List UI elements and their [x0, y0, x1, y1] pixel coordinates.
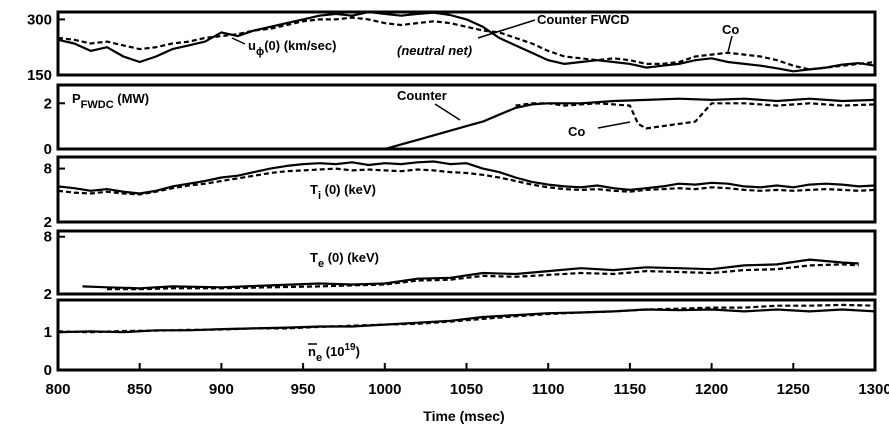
panel-frame — [56, 155, 877, 224]
arrow-u-phi — [231, 37, 246, 45]
x-tick-label: 900 — [209, 381, 234, 398]
panel-2: 8 2 Ti (0) (keV) — [44, 155, 877, 231]
x-axis: 800 850 900 950 1000 1050 1100 1150 1200 1250 1300 — [45, 363, 889, 398]
panel-3: 8 2 Te (0) (keV) — [44, 229, 877, 303]
series-line-counter — [82, 258, 859, 290]
series-line-counter — [57, 10, 876, 73]
x-tick-label: 950 — [291, 381, 316, 398]
annotation-neutral-net: (neutral net) — [397, 43, 472, 58]
panel-label-sup: 19 — [344, 342, 356, 353]
panel-label-close: ) — [356, 344, 360, 359]
panel-label: Te (0) (keV) — [310, 250, 379, 270]
arrow-counter-fwcd — [477, 19, 536, 39]
series-line-co — [515, 102, 876, 130]
panel-label-main: T — [310, 250, 318, 265]
arrow-counter-pfwdc — [434, 103, 461, 121]
x-tick-label: 1100 — [532, 381, 565, 398]
series-line-co — [57, 167, 876, 196]
series-line-counter — [58, 97, 876, 151]
panel-label-main: u — [248, 38, 256, 53]
annotation-counter-pfwdc: Counter — [397, 88, 447, 103]
series-line-co — [57, 303, 876, 334]
panel-label: ne (1019) — [308, 342, 360, 364]
y-tick-label: 150 — [27, 67, 52, 84]
panel-label-rest: (10 — [322, 344, 344, 359]
x-tick-label: 800 — [45, 381, 70, 398]
y-tick-label: 8 — [44, 229, 52, 246]
x-tick-label: 1150 — [614, 381, 647, 398]
annotation-co-top: Co — [722, 22, 739, 37]
panel-label-sub: e — [318, 258, 324, 270]
y-tick-label: 8 — [44, 161, 52, 178]
panel-0: 300 150 uϕ(0) (km/sec) — [27, 10, 877, 84]
series-line-counter — [57, 160, 876, 195]
panel-label-sub: FWDC — [81, 99, 114, 111]
annotations: Counter FWCD (neutral net) Co Counter Co… — [231, 12, 739, 424]
panel-label-main: P — [72, 91, 81, 106]
y-tick-label: 1 — [44, 324, 52, 341]
x-tick-label: 1200 — [695, 381, 728, 398]
panel-label-rest: (0) (keV) — [321, 182, 376, 197]
y-tick-label: 2 — [44, 95, 52, 112]
panel-label-rest: (0) (keV) — [324, 250, 379, 265]
arrow-co-pfwdc — [597, 121, 631, 129]
panel-frame — [56, 10, 877, 77]
panel-label-sub: e — [316, 352, 322, 364]
x-tick-label: 850 — [127, 381, 152, 398]
x-tick-label: 1000 — [368, 381, 401, 398]
panel-label-main: n — [308, 344, 316, 359]
y-tick-label: 2 — [44, 214, 52, 231]
y-tick-label: 2 — [44, 286, 52, 303]
panel-4: 1 0 ne (1019) — [44, 298, 877, 379]
y-tick-label: 0 — [44, 141, 52, 158]
series-line-co — [57, 16, 876, 71]
x-tick-label: 1250 — [777, 381, 810, 398]
panel-1: 2 0 PFWDC (MW) — [44, 83, 877, 158]
panel-label: Ti (0) (keV) — [310, 182, 376, 202]
panel-frame — [56, 83, 877, 151]
arrow-co-top — [727, 35, 733, 53]
panel-label-rest: (0) (km/sec) — [264, 38, 336, 53]
panel-label: PFWDC (MW) — [72, 91, 149, 111]
y-tick-label: 300 — [27, 11, 52, 28]
panel-label-main: T — [310, 182, 318, 197]
panel-label-sub: ϕ — [256, 46, 264, 58]
annotation-counter-fwcd: Counter FWCD — [537, 12, 629, 27]
series-line-co — [107, 263, 859, 291]
panel-frame — [56, 229, 877, 296]
panel-label: uϕ(0) (km/sec) — [248, 38, 336, 58]
x-tick-label: 1050 — [450, 381, 483, 398]
panel-label-rest: (MW) — [114, 91, 149, 106]
panel-label-sub: i — [318, 190, 321, 202]
x-tick-label: 1300 — [858, 381, 889, 398]
x-axis-title: Time (msec) — [423, 408, 504, 424]
annotation-co-pfwdc: Co — [568, 124, 585, 139]
y-tick-label: 0 — [44, 362, 52, 379]
